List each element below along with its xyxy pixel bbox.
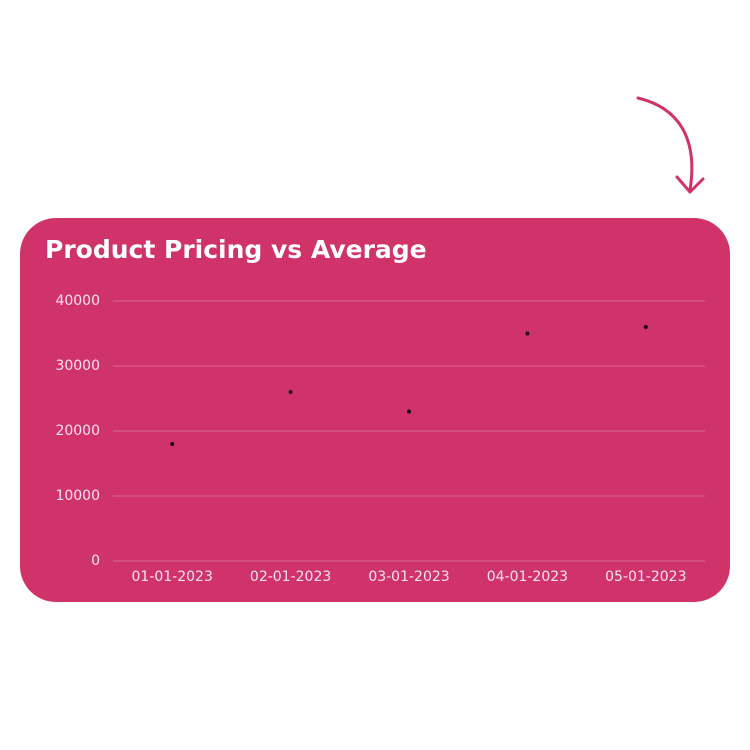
chart-title: Product Pricing vs Average <box>45 235 427 264</box>
arrow-head <box>675 175 705 194</box>
arrow <box>636 96 694 192</box>
x-tick-label: 04-01-2023 <box>487 569 568 585</box>
x-tick-label: 01-01-2023 <box>132 569 213 585</box>
x-tick-label: 05-01-2023 <box>605 569 686 585</box>
y-tick-label: 30000 <box>55 358 100 374</box>
x-tick-label: 03-01-2023 <box>368 569 449 585</box>
card <box>20 218 730 602</box>
point <box>170 442 175 446</box>
y-tick-label: 0 <box>91 553 100 569</box>
point <box>643 325 648 329</box>
x-tick-label: 02-01-2023 <box>250 569 331 585</box>
y-tick-label: 40000 <box>55 293 100 309</box>
point <box>525 331 530 336</box>
y-tick-label: 10000 <box>55 488 100 504</box>
point <box>407 409 411 414</box>
y-tick-label: 20000 <box>55 423 100 439</box>
point <box>288 390 293 394</box>
